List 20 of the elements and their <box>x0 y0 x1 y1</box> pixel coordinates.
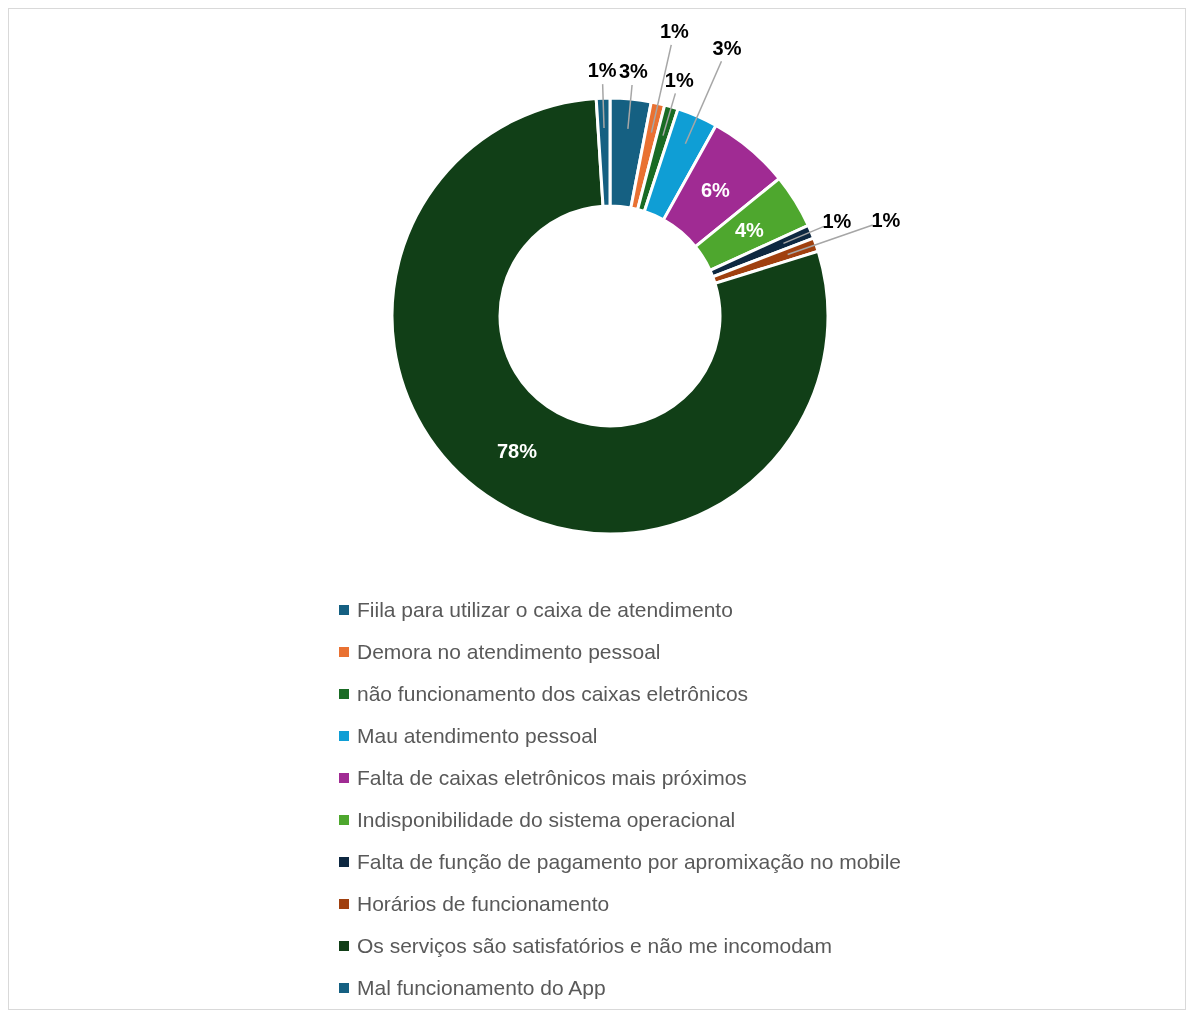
legend-label: Fiila para utilizar o caixa de atendimento <box>357 598 733 622</box>
legend-label: Os serviços são satisfatórios e não me incomodam <box>357 934 833 958</box>
data-label: 3% <box>618 60 649 83</box>
data-label: 1% <box>659 20 689 43</box>
legend-label: Demora no atendimento pessoal <box>357 640 661 664</box>
data-label: 1% <box>587 59 617 82</box>
legend-label: Horários de funcionamento <box>357 892 610 916</box>
data-label: 4% <box>734 218 765 241</box>
data-label: 6% <box>700 179 731 202</box>
data-label: 1% <box>822 209 852 232</box>
legend-label: não funcionamento dos caixas eletrônicos <box>357 682 749 706</box>
legend-label: Falta de caixas eletrônicos mais próximos <box>357 766 747 790</box>
legend-label: Mal funcionamento do App <box>357 976 606 1000</box>
data-label: 1% <box>871 209 901 232</box>
legend-label: Mau atendimento pessoal <box>357 724 598 748</box>
data-label: 1% <box>664 68 694 91</box>
data-label: 3% <box>712 37 742 60</box>
legend-label: Falta de função de pagamento por apromixação no mobile <box>357 850 902 874</box>
data-label: 78% <box>496 440 538 463</box>
legend-label: Indisponibilidade do sistema operacional <box>357 808 736 832</box>
